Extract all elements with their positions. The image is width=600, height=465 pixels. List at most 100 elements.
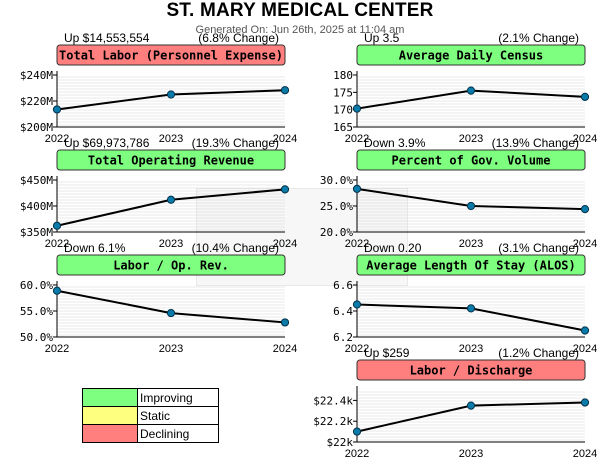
chart-1-x-tick-label: 2024 bbox=[273, 133, 297, 145]
chart-7-x-tick-label: 2022 bbox=[345, 448, 369, 460]
chart-7-x-tick-label: 2024 bbox=[573, 448, 597, 460]
chart-5-series-line bbox=[56, 289, 286, 324]
chart-7-y-tick-label: $22k bbox=[327, 436, 354, 449]
chart-1-pct-change: (6.8% Change) bbox=[198, 31, 279, 45]
chart-5-data-point bbox=[52, 286, 62, 295]
chart-4-y-tick-label: 20.0% bbox=[320, 226, 353, 239]
chart-7-x-tick-label: 2023 bbox=[459, 448, 483, 460]
chart-6-change: Down 0.20 bbox=[364, 241, 422, 255]
chart-4-data-point bbox=[466, 201, 476, 211]
chart-6-data-point bbox=[580, 326, 590, 335]
chart-5-title: Labor / Op. Rev. bbox=[113, 259, 229, 273]
chart-1-data-point bbox=[52, 105, 62, 114]
chart-5-data-point bbox=[166, 308, 176, 318]
chart-5-y-tick-label: 60.0% bbox=[20, 279, 53, 292]
legend-label-declining: Declining bbox=[137, 424, 219, 443]
chart-1-change: Up $14,553,554 bbox=[64, 31, 150, 45]
chart-2-y-tick-label: 180 bbox=[333, 69, 353, 82]
chart-5-x-tick-label: 2022 bbox=[45, 343, 69, 355]
chart-2-x-tick-label: 2023 bbox=[459, 133, 483, 145]
chart-3-series-line bbox=[56, 188, 286, 227]
chart-3-data-point bbox=[52, 221, 62, 230]
chart-6-y-tick-label: 6.2 bbox=[333, 331, 353, 344]
chart-7-y-tick-label: $22.2k bbox=[313, 415, 353, 428]
chart-4-data-point bbox=[352, 184, 362, 193]
chart-6-title-bar bbox=[356, 254, 586, 276]
chart-2-data-point bbox=[352, 104, 362, 113]
chart-6-x-tick-label: 2022 bbox=[345, 343, 369, 355]
legend-row-improving: Improving bbox=[82, 388, 219, 407]
chart-2-y-tick-label: 175 bbox=[333, 86, 353, 99]
chart-5-change: Down 6.1% bbox=[64, 241, 126, 255]
chart-1-x-tick-label: 2022 bbox=[45, 133, 69, 145]
chart-1-data-point bbox=[280, 86, 290, 95]
page-title: ST. MARY MEDICAL CENTER bbox=[166, 0, 434, 21]
chart-1-y-tick-label: $240M bbox=[20, 69, 53, 82]
chart-7-y-tick-label: $22.4k bbox=[313, 394, 353, 407]
legend-swatch-improving bbox=[82, 388, 138, 407]
chart-4-pct-change: (13.9% Change) bbox=[492, 136, 579, 150]
chart-3-change: Up $69,973,786 bbox=[64, 136, 150, 150]
chart-1-y-tick-label: $220M bbox=[20, 95, 53, 108]
chart-4-title-bar bbox=[356, 149, 586, 171]
chart-3-title: Total Operating Revenue bbox=[88, 154, 254, 168]
chart-6-y-tick-label: 6.4 bbox=[333, 305, 353, 318]
legend-swatch-declining bbox=[82, 424, 138, 443]
chart-6-y-tick-label: 6.6 bbox=[333, 279, 353, 292]
chart-3-data-point bbox=[166, 195, 176, 204]
legend-label-static: Static bbox=[137, 406, 219, 425]
chart-3-y-tick-label: $350M bbox=[20, 226, 53, 239]
chart-3-pct-change: (19.3% Change) bbox=[192, 136, 279, 150]
chart-4-title: Percent of Gov. Volume bbox=[392, 154, 551, 168]
chart-4-y-tick-label: 30.0% bbox=[320, 174, 353, 187]
chart-5-y-tick-label: 55.0% bbox=[20, 305, 53, 318]
chart-2-x-tick-label: 2024 bbox=[573, 133, 597, 145]
chart-2-x-tick-label: 2022 bbox=[345, 133, 369, 145]
chart-3-y-tick-label: $400M bbox=[20, 200, 53, 213]
chart-7-data-point bbox=[466, 401, 476, 410]
chart-5-y-tick-label: 50.0% bbox=[20, 331, 53, 344]
chart-5-pct-change: (10.4% Change) bbox=[192, 241, 279, 255]
chart-7-data-point bbox=[580, 398, 590, 407]
generated-timestamp: Generated On: Jun 26th, 2025 at 11:04 am bbox=[195, 24, 405, 36]
chart-1-title: Total Labor (Personnel Expense) bbox=[59, 49, 283, 63]
chart-1-data-point bbox=[166, 90, 176, 99]
chart-6-x-tick-label: 2023 bbox=[459, 343, 483, 355]
chart-7-data-point bbox=[352, 427, 362, 436]
legend-row-static: Static bbox=[82, 406, 219, 425]
chart-2-pct-change: (2.1% Change) bbox=[498, 31, 579, 45]
chart-7-pct-change: (1.2% Change) bbox=[498, 346, 579, 360]
legend-label-improving: Improving bbox=[137, 388, 219, 407]
chart-7-change: Up $259 bbox=[364, 346, 410, 360]
chart-5-title-bar bbox=[56, 254, 286, 276]
chart-2-title: Average Daily Census bbox=[399, 49, 544, 63]
chart-2-y-tick-label: 170 bbox=[333, 104, 353, 117]
legend-row-declining: Declining bbox=[82, 424, 219, 443]
chart-4-x-tick-label: 2024 bbox=[573, 238, 597, 250]
chart-1-x-tick-label: 2023 bbox=[159, 133, 183, 145]
chart-2-title-bar bbox=[356, 44, 586, 66]
chart-4-change: Down 3.9% bbox=[364, 136, 426, 150]
chart-7-title-bar bbox=[356, 359, 586, 381]
chart-3-x-tick-label: 2023 bbox=[159, 238, 183, 250]
chart-4-data-point bbox=[580, 205, 590, 214]
status-legend: Improving Static Declining bbox=[82, 388, 219, 443]
chart-3-y-tick-label: $450M bbox=[20, 174, 53, 187]
chart-3-title-bar bbox=[56, 149, 286, 171]
chart-5-data-point bbox=[280, 318, 290, 327]
chart-2-y-tick-label: 165 bbox=[333, 121, 353, 134]
chart-7-title: Labor / Discharge bbox=[410, 364, 533, 378]
chart-1-y-tick-label: $200M bbox=[20, 121, 53, 134]
chart-6-pct-change: (3.1% Change) bbox=[498, 241, 579, 255]
chart-1-title-bar bbox=[56, 44, 286, 66]
chart-2-change: Up 3.5 bbox=[364, 31, 400, 45]
chart-6-data-point bbox=[466, 304, 476, 313]
chart-3-data-point bbox=[280, 185, 290, 194]
chart-4-x-tick-label: 2022 bbox=[345, 238, 369, 250]
chart-3-x-tick-label: 2022 bbox=[45, 238, 69, 250]
chart-4-y-tick-label: 25.0% bbox=[320, 200, 353, 213]
chart-5-x-tick-label: 2024 bbox=[273, 343, 297, 355]
chart-4-x-tick-label: 2023 bbox=[459, 238, 483, 250]
chart-5-x-tick-label: 2023 bbox=[159, 343, 183, 355]
